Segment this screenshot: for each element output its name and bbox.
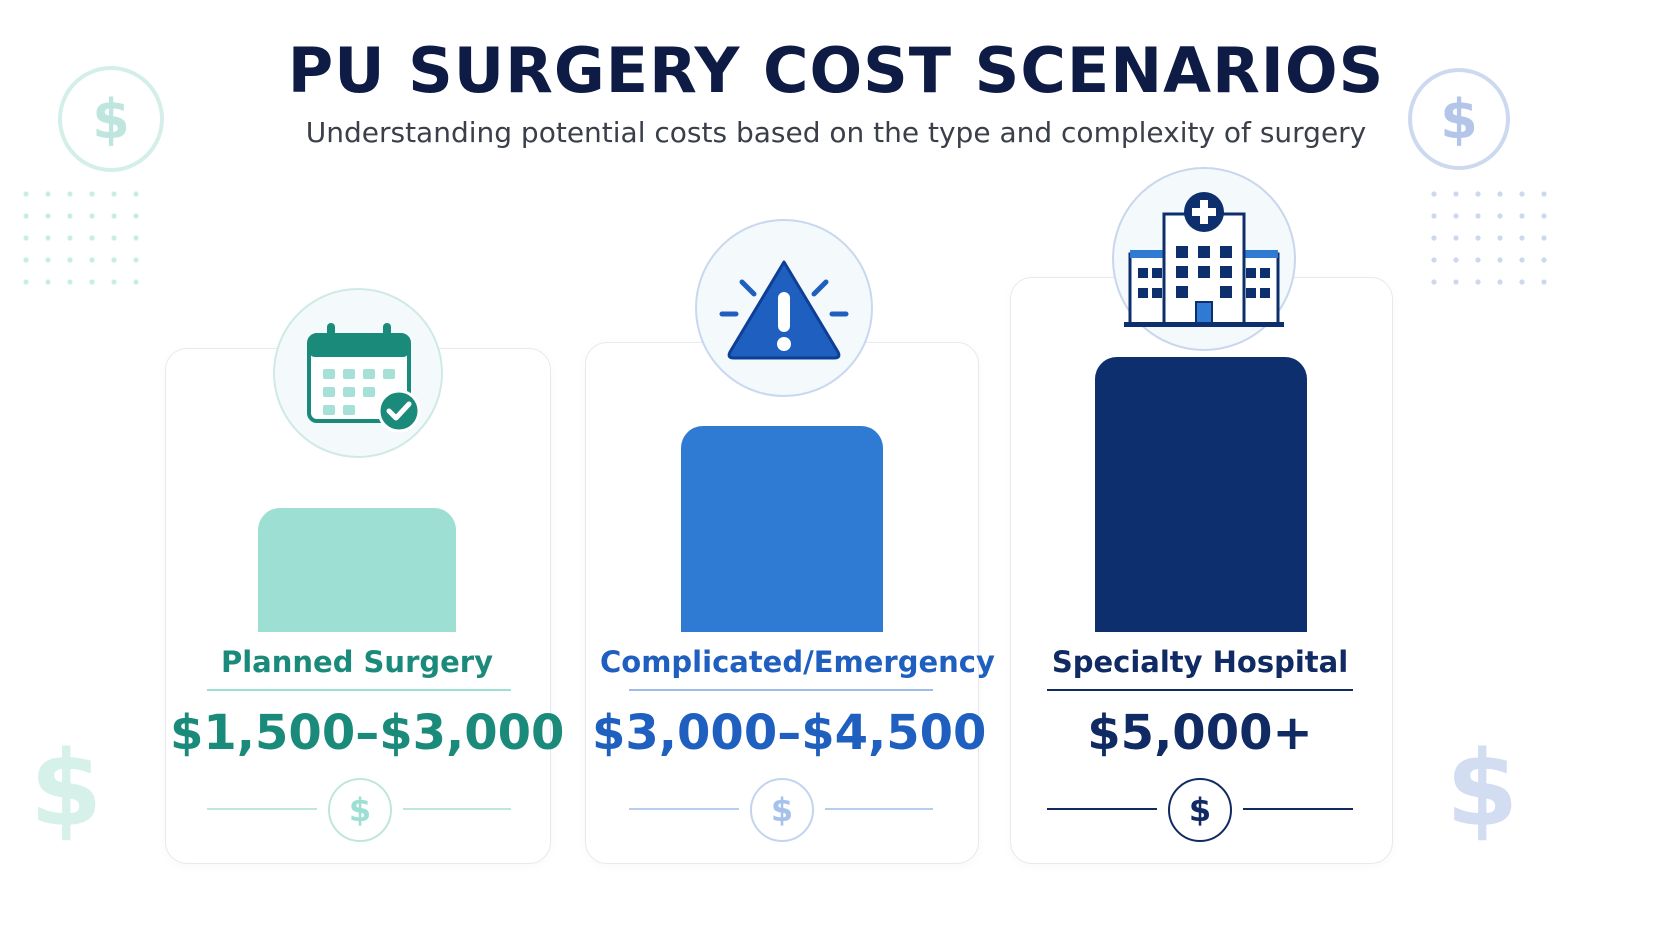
divider: [1243, 808, 1353, 810]
decor-dot: [89, 235, 95, 241]
decor-dot: [1431, 257, 1437, 263]
decor-dot: [1453, 257, 1459, 263]
decor-dot: [1431, 191, 1437, 197]
category-label-emergency: Complicated/Emergency: [600, 645, 995, 679]
decor-dot: [23, 235, 29, 241]
decor-dot: [89, 191, 95, 197]
decor-dot: [23, 257, 29, 263]
value-label-specialty: $5,000+: [1087, 705, 1313, 761]
decor-dot: [1519, 257, 1525, 263]
decor-dot: [1541, 191, 1547, 197]
dollar-sign-icon: $: [30, 728, 103, 850]
dollar-sign-icon: $: [1446, 728, 1519, 850]
decor-dot: [1475, 235, 1481, 241]
divider: [1047, 808, 1157, 810]
value-label-emergency: $3,000–$4,500: [592, 705, 987, 761]
decor-dot: [1541, 213, 1547, 219]
warning-triangle-icon: [695, 219, 873, 397]
decor-dot: [1475, 213, 1481, 219]
decor-dot: [111, 235, 117, 241]
decor-dot: [133, 257, 139, 263]
decor-dot: [111, 257, 117, 263]
decor-dot: [1519, 235, 1525, 241]
bar-specialty-hospital: [1095, 357, 1307, 632]
decor-dot: [1519, 279, 1525, 285]
decor-dot: [45, 191, 51, 197]
dollar-coin-icon: $: [1168, 778, 1232, 842]
decor-dot: [1475, 279, 1481, 285]
decor-dot: [1475, 191, 1481, 197]
calendar-check-icon: [273, 288, 443, 458]
decor-dot: [1431, 235, 1437, 241]
decor-dot: [67, 191, 73, 197]
divider: [403, 808, 511, 810]
decor-dot: [1431, 279, 1437, 285]
category-label-specialty: Specialty Hospital: [1051, 645, 1349, 679]
decor-dot: [133, 191, 139, 197]
decor-dot: [111, 213, 117, 219]
decor-dot: [1475, 257, 1481, 263]
divider: [207, 689, 511, 691]
decor-dot: [1497, 279, 1503, 285]
decor-dot: [1453, 279, 1459, 285]
decor-dot: [133, 235, 139, 241]
decor-dot: [1519, 213, 1525, 219]
category-label-planned: Planned Surgery: [220, 645, 494, 679]
hospital-building-icon: [1112, 167, 1296, 351]
decor-dot: [133, 279, 139, 285]
decor-dot: [23, 279, 29, 285]
decor-dot: [45, 235, 51, 241]
decor-dot: [133, 213, 139, 219]
bar-planned-surgery: [258, 508, 456, 632]
dollar-sign: $: [92, 87, 130, 151]
divider: [1047, 689, 1353, 691]
page-title: PU SURGERY COST SCENARIOS: [287, 34, 1385, 107]
dollar-coin-icon: $: [328, 778, 392, 842]
dot-grid-decoration: [1431, 191, 1547, 285]
decor-dot: [1541, 235, 1547, 241]
decor-dot: [1541, 279, 1547, 285]
divider: [825, 808, 933, 810]
dot-grid-decoration: [23, 191, 139, 285]
value-label-planned: $1,500–$3,000: [170, 705, 565, 761]
decor-dot: [1497, 213, 1503, 219]
decor-dot: [45, 213, 51, 219]
decor-dot: [67, 279, 73, 285]
decor-dot: [1519, 191, 1525, 197]
decor-dot: [1453, 213, 1459, 219]
decor-dot: [67, 235, 73, 241]
decor-dot: [1497, 191, 1503, 197]
decor-dot: [45, 257, 51, 263]
dollar-coin-icon: $: [750, 778, 814, 842]
decor-dot: [67, 257, 73, 263]
decor-dot: [1541, 257, 1547, 263]
decor-dot: [1431, 213, 1437, 219]
decor-dot: [1453, 191, 1459, 197]
decor-dot: [89, 213, 95, 219]
decor-dot: [45, 279, 51, 285]
decor-dot: [89, 257, 95, 263]
decor-dot: [23, 213, 29, 219]
decor-dot: [1453, 235, 1459, 241]
bar-complicated-emergency: [681, 426, 883, 632]
page-subtitle: Understanding potential costs based on t…: [305, 116, 1367, 149]
decor-dot: [89, 279, 95, 285]
dollar-sign: $: [1440, 87, 1478, 151]
divider: [629, 689, 933, 691]
divider: [207, 808, 317, 810]
decor-dot: [1497, 235, 1503, 241]
divider: [629, 808, 739, 810]
decor-dot: [23, 191, 29, 197]
dollar-coin-icon: $: [58, 66, 164, 172]
decor-dot: [1497, 257, 1503, 263]
decor-dot: [111, 279, 117, 285]
decor-dot: [67, 213, 73, 219]
dollar-coin-icon: $: [1408, 68, 1510, 170]
decor-dot: [111, 191, 117, 197]
